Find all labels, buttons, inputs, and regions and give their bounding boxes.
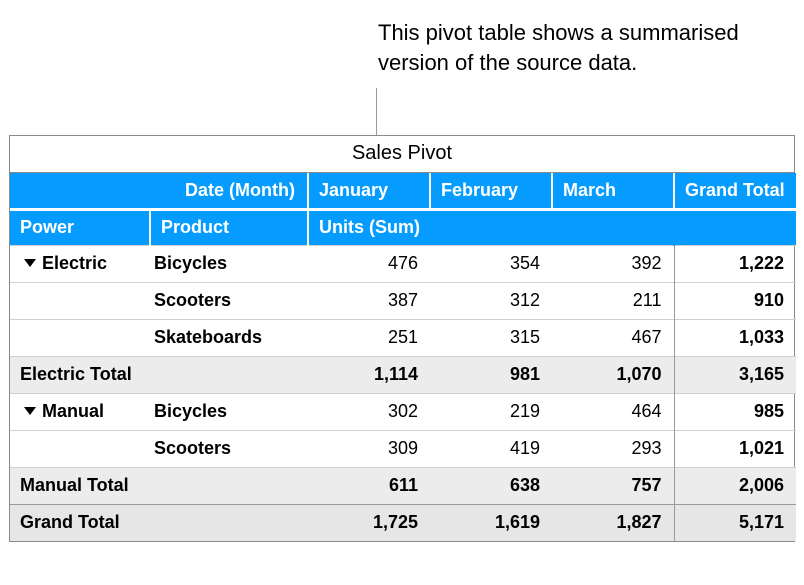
header-grand-total: Grand Total <box>674 173 796 209</box>
power-group-label: Electric <box>42 253 107 274</box>
value-cell: 251 <box>308 319 430 356</box>
header-power: Power <box>10 209 150 245</box>
power-cell <box>10 319 150 356</box>
value-cell: 387 <box>308 282 430 319</box>
subtotal-total: 2,006 <box>674 467 796 504</box>
table-title: Sales Pivot <box>10 136 794 173</box>
value-cell: 392 <box>552 245 674 282</box>
grand-total-total: 5,171 <box>674 504 796 541</box>
value-cell: 211 <box>552 282 674 319</box>
value-cell: 293 <box>552 430 674 467</box>
table-row: Electric Bicycles4763543921,222 <box>10 245 796 282</box>
product-cell: Bicycles <box>150 245 308 282</box>
subtotal-value: 638 <box>430 467 552 504</box>
header-month-1: February <box>430 173 552 209</box>
header-product: Product <box>150 209 308 245</box>
disclosure-triangle-icon[interactable] <box>24 259 36 267</box>
subtotal-value: 981 <box>430 356 552 393</box>
callout-text: This pivot table shows a summarised vers… <box>378 18 758 77</box>
value-cell: 354 <box>430 245 552 282</box>
power-cell: Electric <box>10 245 150 282</box>
grand-total-value: 1,619 <box>430 504 552 541</box>
grand-total-label: Grand Total <box>10 504 308 541</box>
callout-pointer-line <box>376 88 377 135</box>
power-cell: Manual <box>10 393 150 430</box>
value-cell: 302 <box>308 393 430 430</box>
table-row: Manual Bicycles302219464985 <box>10 393 796 430</box>
grand-total-row: Grand Total1,7251,6191,8275,171 <box>10 504 796 541</box>
product-cell: Skateboards <box>150 319 308 356</box>
grand-total-value: 1,827 <box>552 504 674 541</box>
subtotal-value: 611 <box>308 467 430 504</box>
header-month-2: March <box>552 173 674 209</box>
row-total-cell: 1,222 <box>674 245 796 282</box>
row-total-cell: 1,033 <box>674 319 796 356</box>
row-total-cell: 1,021 <box>674 430 796 467</box>
product-cell: Bicycles <box>150 393 308 430</box>
value-cell: 312 <box>430 282 552 319</box>
subtotal-value: 1,070 <box>552 356 674 393</box>
power-cell <box>10 430 150 467</box>
subtotal-value: 1,114 <box>308 356 430 393</box>
power-cell <box>10 282 150 319</box>
subtotal-label: Manual Total <box>10 467 308 504</box>
subtotal-total: 3,165 <box>674 356 796 393</box>
row-total-cell: 985 <box>674 393 796 430</box>
product-cell: Scooters <box>150 282 308 319</box>
table-row: Skateboards2513154671,033 <box>10 319 796 356</box>
power-group-label: Manual <box>42 401 104 422</box>
subtotal-value: 757 <box>552 467 674 504</box>
row-total-cell: 910 <box>674 282 796 319</box>
header-gt-blank <box>674 209 796 245</box>
disclosure-triangle-icon[interactable] <box>24 407 36 415</box>
subtotal-row: Electric Total1,1149811,0703,165 <box>10 356 796 393</box>
pivot-table: Date (Month) January February March Gran… <box>10 173 796 541</box>
value-cell: 476 <box>308 245 430 282</box>
grand-total-value: 1,725 <box>308 504 430 541</box>
value-cell: 315 <box>430 319 552 356</box>
value-cell: 309 <box>308 430 430 467</box>
header-units-sum: Units (Sum) <box>308 209 674 245</box>
subtotal-row: Manual Total6116387572,006 <box>10 467 796 504</box>
value-cell: 464 <box>552 393 674 430</box>
table-row: Scooters3094192931,021 <box>10 430 796 467</box>
table-row: Scooters387312211910 <box>10 282 796 319</box>
pivot-table-container: Sales Pivot Date (Month) January Februar… <box>9 135 795 542</box>
product-cell: Scooters <box>150 430 308 467</box>
header-month-0: January <box>308 173 430 209</box>
value-cell: 467 <box>552 319 674 356</box>
subtotal-label: Electric Total <box>10 356 308 393</box>
value-cell: 419 <box>430 430 552 467</box>
value-cell: 219 <box>430 393 552 430</box>
header-blank <box>10 173 150 209</box>
header-date-month: Date (Month) <box>150 173 308 209</box>
